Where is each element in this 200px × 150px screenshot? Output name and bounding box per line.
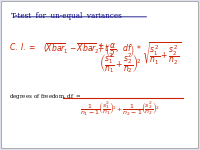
Text: degrees of freedom, df $=$: degrees of freedom, df $=$ xyxy=(9,92,82,101)
Text: $t\!\left(\dfrac{\alpha}{2},\ df\right)$: $t\!\left(\dfrac{\alpha}{2},\ df\right)$ xyxy=(104,41,135,60)
FancyBboxPatch shape xyxy=(1,1,199,149)
Text: $\pm$: $\pm$ xyxy=(97,41,105,51)
Text: $\dfrac{1}{n_1-1}\!\left(\dfrac{s_1^2}{n_1}\right)^{\!\!2}+\dfrac{1}{n_2-1}\!\le: $\dfrac{1}{n_1-1}\!\left(\dfrac{s_1^2}{n… xyxy=(80,100,159,118)
Text: $*$: $*$ xyxy=(136,43,142,52)
Text: $C.\ I. =$: $C.\ I. =$ xyxy=(9,41,36,52)
Text: T-test  for  un-equal  variances: T-test for un-equal variances xyxy=(11,12,122,20)
Text: $\sqrt{\dfrac{s_1^2}{n_1}+\dfrac{s_2^2}{n_2}}$: $\sqrt{\dfrac{s_1^2}{n_1}+\dfrac{s_2^2}{… xyxy=(142,41,182,67)
Text: $(\overline{Xbar}_1 - \overline{Xbar}_2)$: $(\overline{Xbar}_1 - \overline{Xbar}_2)… xyxy=(43,41,103,56)
Text: $\left(\dfrac{s_1^2}{n_1}+\dfrac{s_2^2}{n_2}\right)^{\!\!2}$: $\left(\dfrac{s_1^2}{n_1}+\dfrac{s_2^2}{… xyxy=(99,51,141,75)
